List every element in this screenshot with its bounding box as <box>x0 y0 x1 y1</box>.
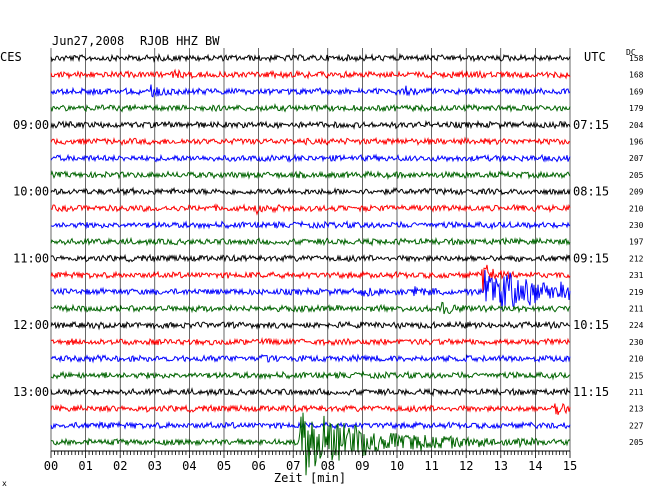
x-tick-label-09: 09 <box>355 459 369 473</box>
dc-offset-12: 212 <box>629 254 644 263</box>
dc-offset-5: 196 <box>629 138 644 147</box>
x-axis: 00 01 02 03 04 05 06 07 08 09 10 11 12 13 14 15 <box>44 450 577 473</box>
left-hour-label-1: 10:00 <box>13 185 49 199</box>
dc-offset-7: 205 <box>629 171 644 180</box>
trace-row-0 <box>50 52 571 63</box>
dc-label: DC <box>626 48 636 57</box>
dc-offset-21: 213 <box>629 405 644 414</box>
x-tick-label-12: 12 <box>459 459 473 473</box>
left-hour-label-3: 12:00 <box>13 318 49 332</box>
x-tick-label-13: 13 <box>494 459 508 473</box>
trace-row-8 <box>50 186 571 197</box>
trace-row-11 <box>50 236 571 247</box>
trace-row-13 <box>50 264 571 294</box>
trace-row-10 <box>51 220 571 231</box>
dc-offset-16: 224 <box>629 321 644 330</box>
dc-offset-1: 168 <box>629 71 644 80</box>
x-tick-label-03: 03 <box>148 459 162 473</box>
x-tick-label-14: 14 <box>528 459 542 473</box>
dc-offset-2: 169 <box>629 87 644 96</box>
trace-row-21 <box>50 402 571 415</box>
x-tick-label-01: 01 <box>78 459 92 473</box>
minute-grid <box>50 48 571 451</box>
right-hour-labels: 07:15 08:15 09:15 10:15 11:15 <box>573 118 609 399</box>
x-tick-label-07: 07 <box>286 459 300 473</box>
trace-row-23 <box>50 412 571 476</box>
x-tick-label-02: 02 <box>113 459 127 473</box>
dc-offset-22: 227 <box>629 421 644 430</box>
dc-offset-8: 209 <box>629 188 644 197</box>
x-tick-label-00: 00 <box>44 459 58 473</box>
trace-row-7 <box>50 170 571 180</box>
x-tick-label-15: 15 <box>563 459 577 473</box>
dc-offset-19: 215 <box>629 371 644 380</box>
left-hour-labels: 09:00 10:00 11:00 12:00 13:00 <box>13 118 49 399</box>
trace-row-15 <box>50 301 571 315</box>
dc-offset-18: 210 <box>629 355 644 364</box>
date-label: Jun27,2008 <box>52 34 124 48</box>
dc-offset-6: 207 <box>629 154 644 163</box>
dc-offset-23: 205 <box>629 438 644 447</box>
dc-offset-9: 210 <box>629 204 644 213</box>
trace-row-18 <box>50 353 571 364</box>
dc-offset-13: 231 <box>629 271 644 280</box>
station-label: RJOB HHZ BW <box>140 34 220 48</box>
right-hour-label-4: 11:15 <box>573 385 609 399</box>
trace-row-20 <box>50 386 571 397</box>
trace-row-6 <box>50 153 571 163</box>
trace-row-5 <box>50 136 571 147</box>
left-timezone-label: CES <box>0 50 22 64</box>
dc-offset-14: 219 <box>629 288 644 297</box>
traces <box>50 52 571 476</box>
trace-row-14 <box>50 270 571 310</box>
trace-row-1 <box>50 68 571 80</box>
left-hour-label-0: 09:00 <box>13 118 49 132</box>
trace-row-4 <box>50 119 571 130</box>
footer-mark: x <box>2 479 7 488</box>
trace-row-2 <box>50 84 571 98</box>
dc-offset-10: 230 <box>629 221 644 230</box>
trace-row-17 <box>50 337 571 347</box>
dc-offset-3: 179 <box>629 104 644 113</box>
right-hour-label-1: 08:15 <box>573 185 609 199</box>
left-hour-label-4: 13:00 <box>13 385 49 399</box>
right-hour-label-2: 09:15 <box>573 251 609 265</box>
x-tick-label-04: 04 <box>182 459 196 473</box>
dc-offset-4: 204 <box>629 121 644 130</box>
x-tick-label-05: 05 <box>217 459 231 473</box>
right-timezone-label: UTC <box>584 50 606 64</box>
x-tick-label-08: 08 <box>321 459 335 473</box>
right-hour-label-0: 07:15 <box>573 118 609 132</box>
x-tick-label-06: 06 <box>251 459 265 473</box>
trace-row-16 <box>50 320 571 331</box>
trace-row-12 <box>50 253 571 263</box>
x-axis-label: Zeit [min] <box>274 471 346 485</box>
trace-row-3 <box>50 103 571 113</box>
dc-offset-0: 158 <box>629 54 644 63</box>
dc-offset-17: 230 <box>629 338 644 347</box>
trace-row-22 <box>50 420 571 430</box>
dc-offset-11: 197 <box>629 238 644 247</box>
trace-row-19 <box>50 370 571 381</box>
dc-offset-20: 211 <box>629 388 644 397</box>
x-tick-label-10: 10 <box>390 459 404 473</box>
dc-offset-labels: 158 168 169 179 204 196 207 205 209 210 230 197 212 2… <box>629 54 644 447</box>
right-hour-label-3: 10:15 <box>573 318 609 332</box>
dc-offset-15: 211 <box>629 305 644 314</box>
left-hour-label-2: 11:00 <box>13 251 49 265</box>
trace-row-9 <box>50 203 571 216</box>
x-tick-label-11: 11 <box>424 459 438 473</box>
